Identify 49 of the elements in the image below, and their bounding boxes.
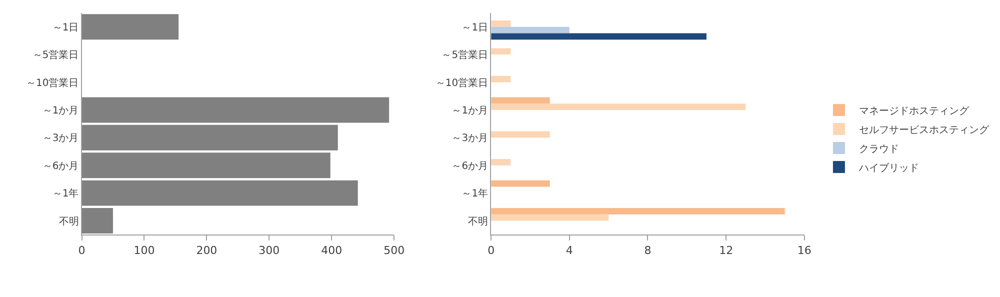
bar: [491, 104, 746, 110]
y-tick-label: 不明: [58, 216, 79, 228]
x-tick-label: 0: [78, 244, 86, 257]
y-tick-label: 不明: [468, 216, 488, 228]
y-tick-label: ～3か月: [452, 133, 488, 144]
bar: [491, 214, 609, 221]
bar: [82, 152, 330, 178]
y-tick-label: ～1日: [462, 22, 488, 34]
bar: [82, 208, 113, 234]
bar: [491, 33, 706, 40]
bar: [491, 76, 511, 82]
x-tick-label: 500: [384, 244, 405, 257]
y-tick-label: ～10営業日: [26, 76, 79, 89]
legend-label: セルフサービスホスティング: [858, 124, 990, 136]
bar: [491, 131, 550, 138]
bar: [491, 20, 511, 27]
bar: [82, 124, 338, 150]
y-tick-label: ～1年: [462, 188, 488, 200]
y-tick-label: ～5営業日: [442, 49, 488, 62]
bar: [82, 180, 358, 206]
y-tick-label: ～1か月: [452, 105, 488, 116]
x-tick-label: 4: [566, 244, 573, 257]
y-tick-label: ～6か月: [42, 160, 79, 172]
legend-label: ハイブリッド: [858, 162, 919, 174]
y-tick-label: ～3か月: [42, 133, 79, 144]
bar: [491, 180, 550, 187]
y-tick-label: ～6か月: [452, 160, 488, 172]
bar: [491, 48, 511, 55]
x-tick-label: 8: [644, 244, 652, 257]
x-tick-label: 400: [321, 244, 342, 257]
x-tick-label: 16: [797, 244, 812, 257]
bar: [491, 208, 785, 214]
y-tick-label: ～5営業日: [32, 49, 79, 62]
y-tick-label: ～1年: [52, 188, 79, 200]
x-tick-label: 200: [196, 244, 218, 257]
legend-label: クラウド: [858, 144, 899, 155]
legend-label: マネージドホスティング: [858, 106, 970, 117]
x-tick-label: 0: [488, 244, 495, 257]
y-tick-label: ～10営業日: [435, 76, 488, 89]
x-tick-label: 100: [134, 244, 155, 257]
y-tick-label: ～1日: [52, 22, 79, 34]
bar: [491, 26, 570, 34]
x-tick-label: 12: [719, 244, 734, 257]
bar: [491, 159, 511, 166]
bar: [491, 97, 550, 104]
x-tick-label: 300: [258, 244, 280, 257]
y-tick-label: ～1か月: [42, 105, 79, 116]
bar: [82, 14, 179, 40]
bar: [82, 97, 390, 123]
